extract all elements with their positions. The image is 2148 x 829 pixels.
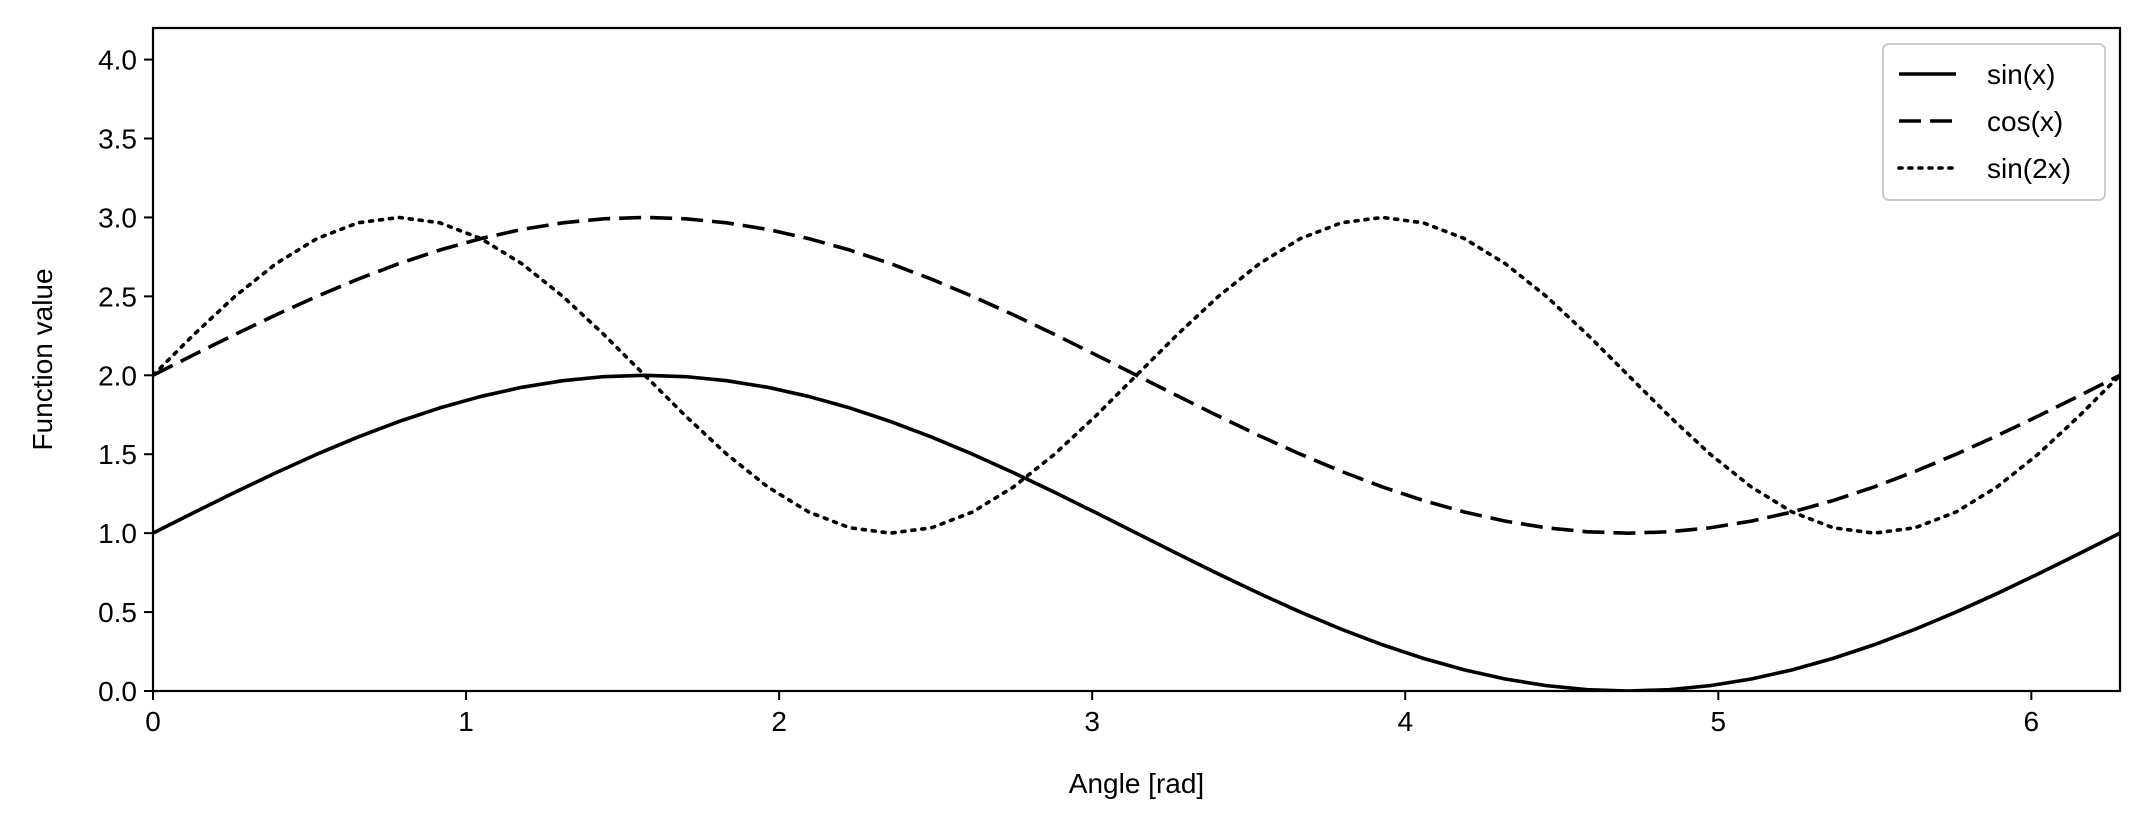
x-tick-label: 3 xyxy=(1084,706,1100,737)
y-axis-label: Function value xyxy=(27,268,58,450)
series-layer xyxy=(153,215,2120,691)
legend-items: sin(x) cos(x) sin(2x) xyxy=(1897,59,2071,184)
series-line-1 xyxy=(153,373,2120,691)
x-tick-label: 1 xyxy=(458,706,474,737)
legend-label-3: sin(2x) xyxy=(1987,153,2071,184)
x-tick-label: 0 xyxy=(145,706,161,737)
y-tick-label: 3.0 xyxy=(98,202,137,233)
x-tick-label: 6 xyxy=(2024,706,2040,737)
plot-frame xyxy=(151,26,2122,693)
x-tick-label: 5 xyxy=(1710,706,1726,737)
x-axis-label: Angle [rad] xyxy=(1069,768,1204,799)
y-tick-label: 0.5 xyxy=(98,597,137,628)
y-tick-label: 3.5 xyxy=(98,124,137,155)
legend-box xyxy=(1882,43,2106,201)
y-tick-label: 0.0 xyxy=(98,676,137,707)
y-tick-label: 2.5 xyxy=(98,281,137,312)
series-line-3 xyxy=(153,215,2120,535)
x-tick-label: 2 xyxy=(771,706,787,737)
x-axis-ticks: 0 1 2 3 4 5 6 xyxy=(145,691,2039,737)
y-tick-label: 1.0 xyxy=(98,518,137,549)
legend-label-2: cos(x) xyxy=(1987,106,2063,137)
legend-label-1: sin(x) xyxy=(1987,59,2055,90)
y-tick-label: 2.0 xyxy=(98,360,137,391)
y-axis-ticks: 0.0 0.5 1.0 1.5 2.0 2.5 3.0 3.5 4.0 xyxy=(98,45,153,707)
x-tick-label: 4 xyxy=(1397,706,1413,737)
y-tick-label: 4.0 xyxy=(98,45,137,76)
y-tick-label: 1.5 xyxy=(98,439,137,470)
legend: sin(x) cos(x) sin(2x) xyxy=(1882,43,2106,201)
